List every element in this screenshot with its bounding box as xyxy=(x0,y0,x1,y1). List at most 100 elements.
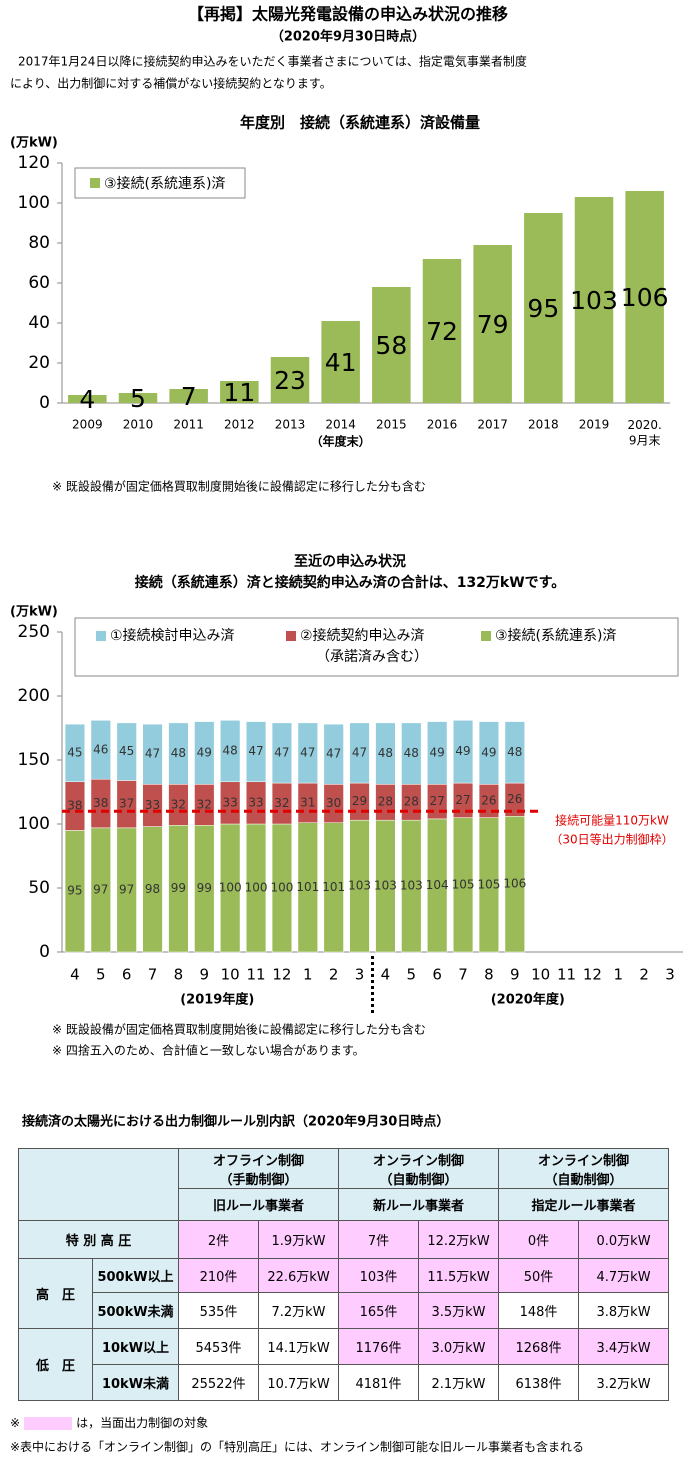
table-cell: 2.1万kW xyxy=(418,1364,500,1401)
x-tick-label: 1 xyxy=(614,966,624,984)
bar xyxy=(270,357,310,403)
note: ※ 既設設備が固定価格買取制度開始後に設備認定に移行した分も含む xyxy=(52,479,426,494)
data-label: 38 xyxy=(67,799,82,813)
table-row: 高 圧 500kW以上 210件 22.6万kW 103件 11.5万kW 50件 4.7万k… xyxy=(18,1258,670,1329)
y-tick-label: 100 xyxy=(18,814,50,834)
data-label: 49 xyxy=(455,744,470,758)
bar xyxy=(473,245,512,403)
table-cell: 210件 xyxy=(178,1258,259,1293)
table-cell: 148件 xyxy=(498,1292,580,1329)
data-label: 23 xyxy=(274,366,306,395)
y-tick-label: 0 xyxy=(39,393,50,413)
data-label: 97 xyxy=(93,882,108,896)
table-cell: 3.0万kW xyxy=(418,1328,500,1365)
x-tick-label: 12 xyxy=(583,966,602,984)
bar-segment xyxy=(194,721,215,785)
data-label: 95 xyxy=(67,884,82,898)
bar-segment xyxy=(478,721,500,785)
x-tick-label: 2019 xyxy=(579,418,610,432)
highlight-swatch xyxy=(24,1417,73,1430)
table-cell: 1.9万kW xyxy=(257,1220,340,1259)
data-label: 45 xyxy=(67,745,82,759)
table-cell: 3.5万kW xyxy=(418,1292,500,1329)
data-label: 48 xyxy=(404,746,419,760)
data-label: 72 xyxy=(426,317,458,346)
table-cell: 高 圧 xyxy=(18,1258,93,1329)
data-label: 103 xyxy=(348,879,371,893)
x-tick-label: 2017 xyxy=(477,418,508,432)
bar-segment xyxy=(401,722,422,785)
table-row: 500kW未満 535件 7.2万kW 165件 3.5万kW 148件 3.8万kW xyxy=(19,1292,670,1329)
table-cell: 10kW未満 xyxy=(92,1364,179,1401)
x-tick-label: 5 xyxy=(407,966,417,984)
data-label: 33 xyxy=(223,795,238,809)
note: ※ 既設設備が固定価格買取制度開始後に設備認定に移行した分も含む xyxy=(52,1022,426,1037)
table-cell: オンライン制御 （自動制御） xyxy=(498,1148,670,1189)
data-label: 99 xyxy=(197,881,212,895)
table-cell: オフライン制御 （手動制御） xyxy=(177,1148,340,1189)
table-cell: 1176件 xyxy=(338,1328,420,1365)
data-label: 11 xyxy=(223,378,255,407)
table-cell xyxy=(18,1148,179,1221)
x-tick-label: 5 xyxy=(96,966,106,984)
x-tick-label: 9 xyxy=(200,966,210,984)
bar xyxy=(422,259,462,403)
data-label: 48 xyxy=(223,744,238,758)
data-label: 30 xyxy=(326,796,341,810)
table-cell: 4181件 xyxy=(338,1364,420,1401)
data-label: 32 xyxy=(197,797,212,811)
bar xyxy=(574,197,614,403)
data-label: 49 xyxy=(430,745,445,759)
bar-segment xyxy=(452,720,474,784)
legend-note: （承諾済み含む） xyxy=(316,649,428,665)
data-label: 47 xyxy=(300,745,315,759)
table-cell: 3.8万kW xyxy=(578,1292,670,1329)
table-cell: 0.0万kW xyxy=(578,1220,670,1259)
page-title: 【再掲】太陽光発電設備の申込み状況の推移 xyxy=(188,5,508,24)
y-axis-label: (万kW) xyxy=(10,136,58,151)
x-tick-label: 4 xyxy=(70,966,80,984)
data-label: 29 xyxy=(352,794,367,808)
y-tick-label: 150 xyxy=(18,750,50,770)
header-text: オンライン制御 xyxy=(373,1153,465,1169)
data-label: 49 xyxy=(197,745,212,759)
bar xyxy=(220,381,259,403)
table-cell: 低 圧 xyxy=(18,1328,93,1401)
legend-swatch xyxy=(286,631,296,641)
header-text: オフライン制御 xyxy=(213,1153,305,1169)
data-label: 47 xyxy=(352,745,367,759)
data-label: 104 xyxy=(426,878,449,892)
note: ※ 四捨五入のため、合計値と一致しない場合があります。 xyxy=(52,1043,365,1058)
table-cell: 165件 xyxy=(338,1292,420,1329)
x-tick-label: 6 xyxy=(432,966,442,984)
bar xyxy=(321,321,360,403)
x-tick-label: 2011 xyxy=(173,418,204,432)
data-label: 32 xyxy=(171,797,186,811)
table-cell: 25522件 xyxy=(178,1364,259,1401)
data-label: 95 xyxy=(527,294,559,323)
bar-segment xyxy=(349,722,370,784)
table: オフライン制御 （手動制御） オンライン制御 （自動制御） オンライン制御 （自動制御） 旧… xyxy=(18,1148,670,1401)
x-tick-label: 8 xyxy=(174,966,184,984)
x-tick-label: 7 xyxy=(458,966,468,984)
data-label: 48 xyxy=(378,746,393,760)
header-text: （自動制御） xyxy=(544,1172,623,1188)
data-label: 79 xyxy=(477,310,509,339)
data-label: 100 xyxy=(245,881,268,895)
table-row: 10kW未満 25522件 10.7万kW 4181件 2.1万kW 6138件 3.2万k… xyxy=(19,1364,670,1401)
legend-box xyxy=(74,167,246,199)
table-cell: オンライン制御 （自動制御） xyxy=(338,1148,500,1189)
bar-segment xyxy=(504,721,525,784)
table-cell: 3.4万kW xyxy=(578,1328,670,1365)
x-tick-label: 4 xyxy=(381,966,391,984)
table-row: 特 別 高 圧 2件 1.9万kW 7件 12.2万kW 0件 0.0万kW xyxy=(18,1220,670,1259)
legend-label: ①接続検討申込み済 xyxy=(110,627,235,644)
data-label: 103 xyxy=(570,286,618,315)
page-subtitle: （2020年9月30日時点） xyxy=(271,29,425,45)
x-tick-label: 2009 xyxy=(72,418,103,432)
table-cell: 7件 xyxy=(338,1220,420,1259)
x-tick-label: 1 xyxy=(303,966,313,984)
period-label: (2019年度) xyxy=(180,992,254,1008)
